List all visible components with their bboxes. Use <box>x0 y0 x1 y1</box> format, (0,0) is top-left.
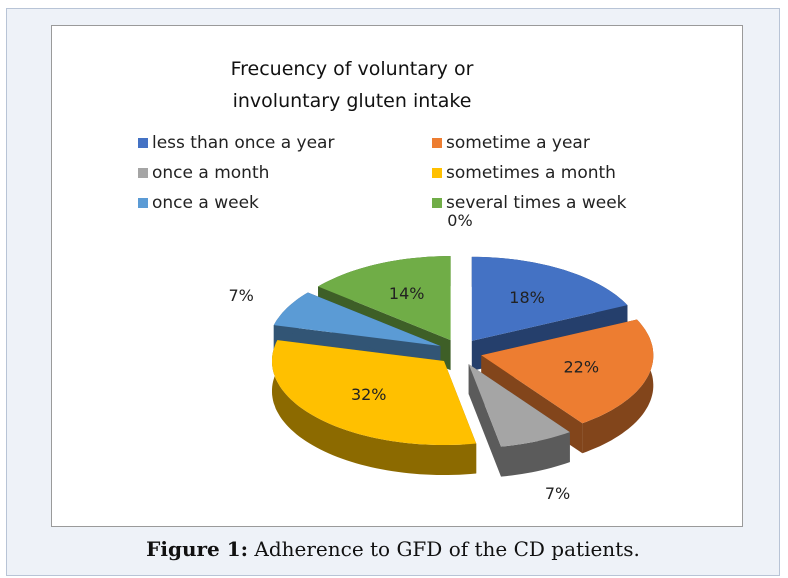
legend-swatch <box>138 198 148 208</box>
data-label: 32% <box>351 385 387 404</box>
legend-swatch <box>138 168 148 178</box>
legend-swatch <box>138 138 148 148</box>
slice-side <box>272 340 477 475</box>
slice <box>471 256 628 341</box>
legend-label: once a month <box>152 163 269 183</box>
chart-title: Frecuency of voluntary or involuntary gl… <box>230 58 474 112</box>
slice <box>273 292 441 346</box>
caption: Figure 1: Adherence to GFD of the CD pat… <box>7 537 779 561</box>
slice-side <box>582 319 654 454</box>
slice <box>481 319 654 424</box>
data-label: 7% <box>228 286 253 305</box>
slice <box>318 256 451 341</box>
slice-side <box>501 432 570 477</box>
legend-label: sometime a year <box>446 133 590 153</box>
legend-swatch <box>432 198 442 208</box>
data-label: 14% <box>389 284 425 303</box>
data-label: 0% <box>447 211 472 230</box>
slice <box>272 340 477 445</box>
legend-label: less than once a year <box>152 133 334 153</box>
data-label: 18% <box>509 288 545 307</box>
legend-label: sometimes a month <box>446 163 616 183</box>
legend-swatch <box>432 168 442 178</box>
caption-label: Figure 1: <box>146 537 249 561</box>
slice <box>468 364 570 447</box>
legend-label: once a week <box>152 193 259 213</box>
legend-swatch <box>432 138 442 148</box>
data-label: 7% <box>545 484 570 503</box>
slice-side <box>468 364 501 477</box>
data-label: 22% <box>563 357 599 376</box>
caption-text: Adherence to GFD of the CD patients. <box>254 537 640 561</box>
legend-label: several times a week <box>446 193 627 213</box>
